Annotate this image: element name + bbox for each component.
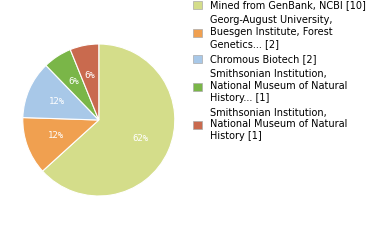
Text: 12%: 12% [48,131,64,140]
Wedge shape [46,49,99,120]
Legend: Mined from GenBank, NCBI [10], Georg-August University,
Buesgen Institute, Fores: Mined from GenBank, NCBI [10], Georg-Aug… [193,0,366,141]
Wedge shape [23,118,99,171]
Text: 62%: 62% [133,134,149,143]
Wedge shape [23,66,99,120]
Text: 6%: 6% [85,71,95,80]
Text: 12%: 12% [49,97,65,106]
Text: 6%: 6% [68,77,79,86]
Wedge shape [43,44,175,196]
Wedge shape [70,44,99,120]
